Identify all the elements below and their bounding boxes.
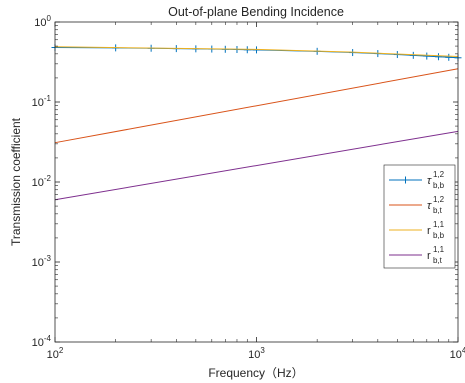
legend-label-main: r — [427, 250, 431, 262]
series-line-2 — [54, 68, 459, 144]
legend-item: τ1,2 b,t — [389, 195, 445, 215]
legend-label-sub: b,b — [433, 181, 445, 190]
series-1-point — [409, 51, 417, 59]
series-1-point — [434, 53, 442, 61]
y-tick-label: 10-1 — [32, 94, 52, 109]
legend-label-sub: b,t — [433, 256, 443, 265]
y-tick-label: 100 — [34, 14, 51, 29]
y-axis-label: Transmission coefficient — [9, 117, 23, 246]
y-tick-label: 10-3 — [32, 254, 52, 269]
legend-item: r1,1 b,t — [389, 245, 445, 265]
legend: τ1,2b,bτ1,2b,tr1,1b,br1,1b,t — [383, 164, 456, 269]
axes-layer: 102 103 104 100 10-1 10-2 10-3 10-4 — [32, 14, 465, 361]
legend-label-main: τ — [427, 175, 432, 187]
legend-box — [383, 164, 456, 269]
series-1-point — [445, 53, 453, 61]
chart-title: Out-of-plane Bending Incidence — [168, 5, 344, 19]
legend-label-sup: 1,2 — [433, 195, 445, 204]
legend-label-main: τ — [427, 200, 432, 212]
series-layer — [51, 44, 462, 201]
legend-label-sub: b,b — [433, 231, 445, 240]
series-line-3 — [54, 46, 459, 58]
x-tick-label: 104 — [450, 346, 465, 361]
x-tick-label: 102 — [47, 346, 64, 361]
y-tick-label: 10-4 — [32, 334, 52, 349]
series-1-point — [423, 52, 431, 60]
legend-label-sub: b,t — [433, 206, 443, 215]
legend-item: τ1,2 b,b — [389, 170, 445, 190]
x-tick-label: 103 — [248, 346, 265, 361]
legend-label-sup: 1,1 — [433, 220, 445, 229]
x-axis-label: Frequency（Hz） — [208, 366, 303, 380]
legend-item: r1,1 b,b — [389, 220, 445, 240]
legend-label-main: r — [427, 225, 431, 237]
legend-label-sup: 1,2 — [433, 170, 445, 179]
series-line-4 — [54, 130, 459, 201]
legend-label-sup: 1,1 — [433, 245, 445, 254]
y-tick-label: 10-2 — [32, 174, 52, 189]
legend-items: τ1,2b,bτ1,2b,tr1,1b,br1,1b,t — [389, 170, 445, 265]
